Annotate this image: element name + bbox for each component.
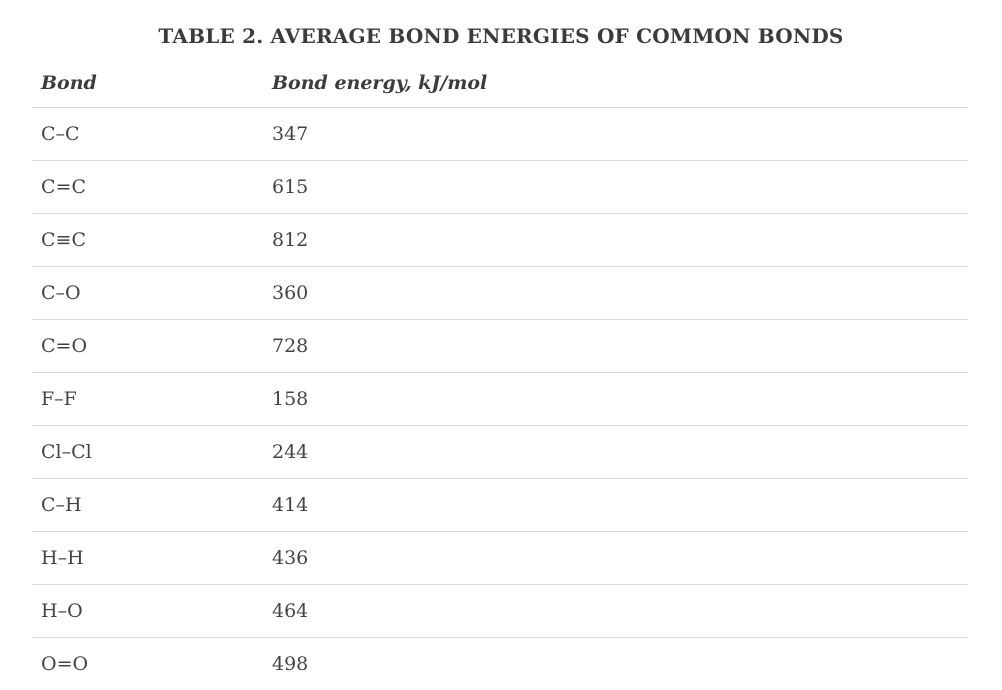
- table-header-row: Bond Bond energy, kJ/mol: [32, 58, 968, 108]
- bond-cell: F–F: [41, 388, 77, 410]
- table-row: H–O 464: [32, 585, 968, 638]
- bond-cell: C–O: [41, 282, 81, 304]
- bond-cell: C≡C: [41, 229, 86, 251]
- energy-cell: 414: [272, 494, 309, 516]
- energy-cell: 464: [272, 600, 309, 622]
- energy-cell: 498: [272, 653, 309, 675]
- table-row: C≡C 812: [32, 214, 968, 267]
- energy-cell: 244: [272, 441, 309, 463]
- bond-cell: C–H: [41, 494, 82, 516]
- table-row: C–H 414: [32, 479, 968, 532]
- table-row: C–O 360: [32, 267, 968, 320]
- table-row: C=O 728: [32, 320, 968, 373]
- table-row: C=C 615: [32, 161, 968, 214]
- table-caption: TABLE 2. AVERAGE BOND ENERGIES OF COMMON…: [158, 24, 844, 48]
- energy-cell: 812: [272, 229, 309, 251]
- header-bond-energy: Bond energy, kJ/mol: [272, 71, 488, 94]
- bond-cell: H–H: [41, 547, 84, 569]
- table-row: H–H 436: [32, 532, 968, 585]
- bond-cell: Cl–Cl: [41, 441, 92, 463]
- bond-cell: C=C: [41, 176, 86, 198]
- bond-cell: H–O: [41, 600, 83, 622]
- table-row: O=O 498: [32, 638, 968, 690]
- bond-cell: C=O: [41, 335, 88, 357]
- bond-cell: C–C: [41, 123, 80, 145]
- energy-cell: 360: [272, 282, 309, 304]
- energy-cell: 436: [272, 547, 309, 569]
- energy-cell: 158: [272, 388, 309, 410]
- header-bond: Bond: [41, 71, 97, 94]
- energy-cell: 615: [272, 176, 309, 198]
- table-row: Cl–Cl 244: [32, 426, 968, 479]
- table-row: F–F 158: [32, 373, 968, 426]
- bond-energy-table: Bond Bond energy, kJ/mol C–C 347 C=C 615…: [32, 58, 968, 690]
- table-row: C–C 347: [32, 108, 968, 161]
- bond-cell: O=O: [41, 653, 89, 675]
- energy-cell: 728: [272, 335, 309, 357]
- energy-cell: 347: [272, 123, 309, 145]
